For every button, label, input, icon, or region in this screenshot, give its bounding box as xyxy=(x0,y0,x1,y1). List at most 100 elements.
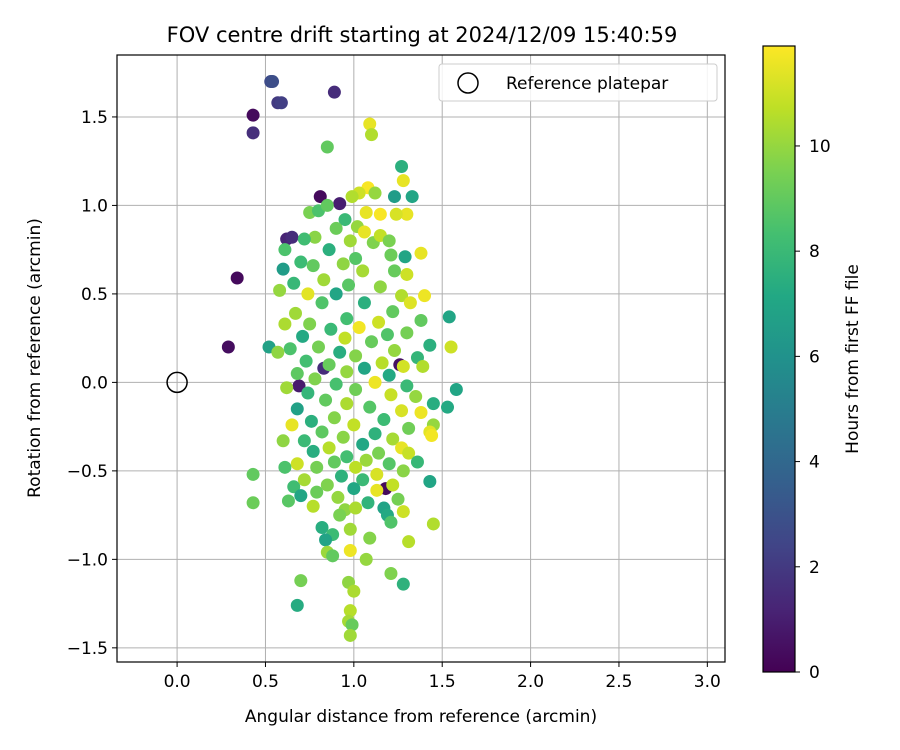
data-point xyxy=(317,273,331,287)
data-point xyxy=(384,388,398,402)
data-point xyxy=(283,342,297,356)
data-point xyxy=(304,414,318,428)
data-point xyxy=(320,198,334,212)
data-point xyxy=(384,248,398,262)
data-point xyxy=(356,264,370,278)
data-point xyxy=(287,276,301,290)
data-point xyxy=(372,315,386,329)
x-tick-label: 1.5 xyxy=(429,672,456,692)
data-point xyxy=(403,296,417,310)
x-axis-label: Angular distance from reference (arcmin) xyxy=(245,707,597,727)
data-point xyxy=(329,287,343,301)
data-point xyxy=(423,338,437,352)
plot-frame xyxy=(116,54,726,663)
data-point xyxy=(359,453,373,467)
data-point xyxy=(319,393,333,407)
data-point xyxy=(333,197,347,211)
data-point xyxy=(416,359,430,373)
data-point xyxy=(398,250,412,264)
colorbar-gradient xyxy=(762,45,796,673)
data-point xyxy=(409,390,423,404)
data-point xyxy=(301,287,315,301)
data-point xyxy=(276,434,290,448)
data-point xyxy=(289,306,303,320)
x-tick-label: 2.0 xyxy=(517,672,544,692)
data-point xyxy=(287,480,301,494)
data-point xyxy=(306,444,320,458)
data-point xyxy=(294,255,308,269)
data-points xyxy=(221,75,463,642)
data-point xyxy=(246,467,260,481)
data-point xyxy=(278,317,292,331)
data-point xyxy=(327,455,341,469)
data-point xyxy=(387,344,401,358)
data-point xyxy=(315,521,329,535)
data-point xyxy=(320,140,334,154)
data-point xyxy=(423,474,437,488)
data-point xyxy=(414,405,428,419)
data-point xyxy=(315,296,329,310)
data-point xyxy=(370,483,384,497)
data-point xyxy=(340,365,354,379)
data-point xyxy=(396,174,410,188)
data-point xyxy=(359,552,373,566)
data-point xyxy=(372,446,386,460)
data-point xyxy=(396,577,410,591)
data-point xyxy=(391,492,405,506)
data-point xyxy=(442,310,456,324)
grid-lines xyxy=(117,55,725,662)
data-point xyxy=(326,549,340,563)
data-point xyxy=(278,243,292,257)
data-point xyxy=(294,489,308,503)
data-point xyxy=(273,283,287,297)
data-point xyxy=(290,598,304,612)
data-point xyxy=(365,128,379,142)
data-point xyxy=(375,356,389,370)
data-point xyxy=(281,494,295,508)
data-point xyxy=(340,397,354,411)
data-point xyxy=(274,96,288,110)
data-point xyxy=(370,467,384,481)
data-point xyxy=(336,430,350,444)
data-point xyxy=(368,427,382,441)
data-point xyxy=(308,372,322,386)
data-point xyxy=(363,117,377,131)
data-point xyxy=(396,505,410,519)
data-point xyxy=(345,190,359,204)
data-point xyxy=(426,517,440,531)
data-point xyxy=(363,531,377,545)
data-point xyxy=(382,457,396,471)
data-point xyxy=(349,349,363,363)
data-point xyxy=(336,257,350,271)
data-point xyxy=(384,567,398,581)
data-point xyxy=(331,490,345,504)
data-point xyxy=(402,535,416,549)
x-tick-label: 3.0 xyxy=(694,672,721,692)
data-point xyxy=(395,404,409,418)
colorbar-tick-label: 8 xyxy=(809,242,820,262)
y-tick-label: 1.0 xyxy=(81,196,108,216)
data-point xyxy=(278,460,292,474)
colorbar-tick-label: 4 xyxy=(809,453,820,473)
data-point xyxy=(338,331,352,345)
data-point xyxy=(400,326,414,340)
y-tick-label: 0.5 xyxy=(81,285,108,305)
data-point xyxy=(311,340,325,354)
data-point xyxy=(343,604,357,618)
colorbar-tick-label: 0 xyxy=(809,663,820,683)
data-point xyxy=(329,377,343,391)
data-point xyxy=(361,496,375,510)
data-point xyxy=(402,421,416,435)
data-point xyxy=(387,264,401,278)
data-point xyxy=(343,234,357,248)
data-point xyxy=(322,358,336,372)
data-point xyxy=(425,428,439,442)
data-point xyxy=(414,313,428,327)
data-point xyxy=(384,515,398,529)
y-tick-label: −1.0 xyxy=(67,550,108,570)
y-tick-label: −1.5 xyxy=(67,639,108,659)
y-tick-label: −0.5 xyxy=(67,462,108,482)
data-point xyxy=(359,206,373,220)
data-point xyxy=(285,418,299,432)
